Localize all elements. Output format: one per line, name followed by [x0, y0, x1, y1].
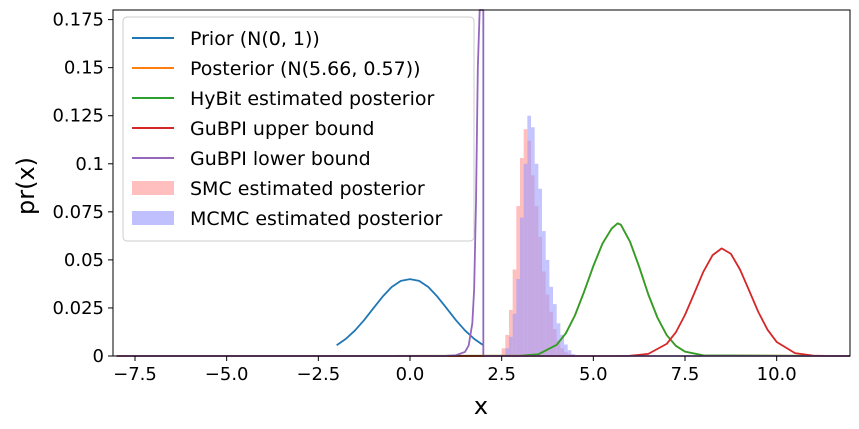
histogram-bar — [523, 163, 528, 356]
histogram-bar — [512, 269, 517, 356]
plot-frame — [112, 9, 851, 357]
x-axis: −7.5 −5.0 −2.5 0.0 2.5 5.0 7.5 10.0 — [113, 356, 797, 385]
histogram-bar — [531, 127, 535, 356]
x-tick-label: −7.5 — [113, 364, 157, 385]
legend: Prior (N(0, 1)) Posterior (N(5.66, 0.57))… — [122, 16, 475, 242]
x-tick-label: 2.5 — [487, 364, 516, 385]
hybit-estimated-posterior-line — [116, 222, 851, 357]
histogram-bar — [516, 279, 520, 356]
histogram-bar — [553, 304, 557, 356]
histogram-bar — [560, 334, 564, 356]
legend-item: Prior (N(0, 1)) — [132, 28, 320, 50]
histogram-bar — [527, 115, 531, 356]
y-tick-label: 0.05 — [64, 250, 104, 271]
histogram-bar — [505, 334, 509, 356]
y-tick-label: 0.175 — [52, 10, 104, 31]
histogram-bar — [534, 163, 539, 356]
legend-label: SMC estimated posterior — [190, 178, 425, 200]
histogram-bar — [501, 348, 506, 356]
y-tick-label: 0.075 — [52, 202, 104, 223]
x-tick-label: −5.0 — [205, 364, 249, 385]
y-tick-label: 0.025 — [52, 298, 104, 319]
histogram-bar — [549, 286, 553, 356]
legend-label: HyBit estimated posterior — [190, 88, 434, 110]
y-tick-label: 0.15 — [64, 58, 104, 79]
histogram-bar — [567, 350, 572, 356]
y-tick-label: 0.125 — [52, 106, 104, 127]
x-tick-label: 5.0 — [579, 364, 608, 385]
histogram-bar — [542, 231, 546, 356]
x-tick-label: 0.0 — [396, 364, 425, 385]
gubpi-upper-bound-line — [116, 247, 850, 357]
legend-label: MCMC estimated posterior — [190, 208, 443, 230]
y-axis-label: pr(x) — [12, 157, 40, 215]
y-tick-label: 0 — [93, 346, 104, 367]
y-tick-label: 0.1 — [75, 154, 104, 175]
x-tick-label: 7.5 — [671, 364, 700, 385]
x-tick-label: −2.5 — [296, 364, 340, 385]
histogram-bar — [571, 354, 575, 356]
legend-item: SMC estimated posterior — [132, 178, 425, 200]
legend-label: GuBPI upper bound — [190, 118, 374, 140]
y-axis: 0 0.025 0.05 0.075 0.1 0.125 0.15 0.175 — [52, 10, 113, 367]
x-axis-label: x — [474, 392, 488, 420]
x-tick-label: 10.0 — [757, 364, 797, 385]
legend-swatch — [132, 181, 174, 195]
legend-label: Prior (N(0, 1)) — [190, 28, 320, 50]
mcmc-estimated-posterior-histogram — [505, 115, 575, 356]
legend-swatch — [132, 211, 174, 225]
legend-label: Posterior (N(5.66, 0.57)) — [190, 58, 421, 80]
legend-item: Posterior (N(5.66, 0.57)) — [132, 58, 421, 80]
histogram-bar — [509, 336, 513, 356]
histogram-bar — [512, 313, 517, 356]
histogram-bar — [509, 309, 513, 356]
histogram-bar — [538, 188, 542, 356]
legend-item: GuBPI lower bound — [132, 148, 371, 170]
prior-n-0-1-line — [336, 278, 484, 346]
histogram-bar — [505, 348, 509, 356]
histogram-bar — [520, 217, 524, 356]
histogram-bar — [545, 259, 550, 356]
legend-label: GuBPI lower bound — [190, 148, 371, 170]
legend-item: MCMC estimated posterior — [132, 208, 443, 230]
legend-box — [122, 16, 475, 242]
legend-item: HyBit estimated posterior — [132, 88, 434, 110]
histogram-layer — [501, 115, 575, 356]
histogram-bar — [556, 323, 561, 356]
histogram-bar — [564, 344, 568, 356]
legend-item: GuBPI upper bound — [132, 118, 374, 140]
